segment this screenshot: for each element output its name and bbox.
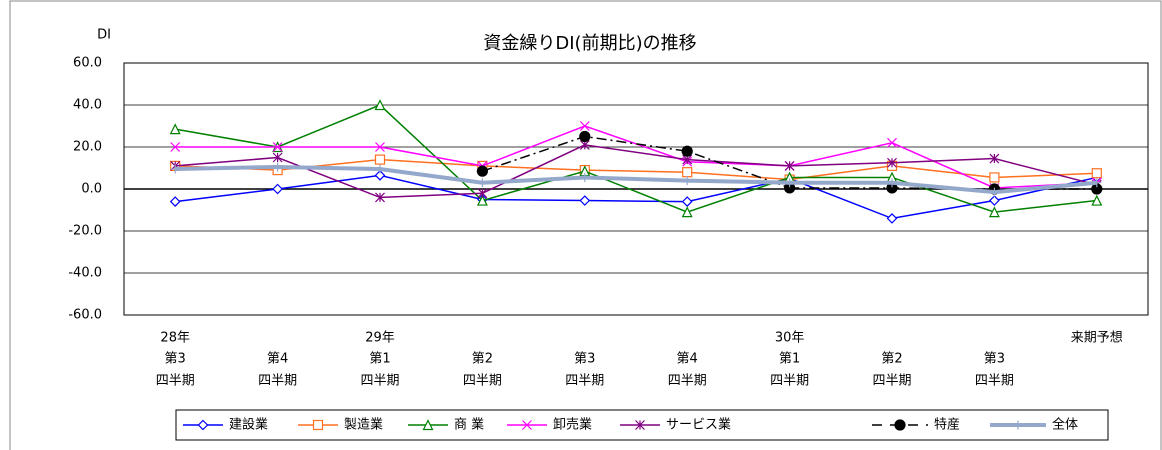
- marker: [374, 170, 386, 181]
- x-tick-label: 第2: [472, 352, 493, 367]
- y-tick-label: -60.0: [68, 308, 102, 323]
- legend-label: サービス業: [666, 417, 731, 433]
- marker: [579, 195, 591, 206]
- legend-label: 全体: [1052, 417, 1078, 433]
- marker: [887, 178, 897, 188]
- marker: [477, 188, 488, 199]
- x-tick-label: 29年: [365, 331, 395, 346]
- marker: [784, 160, 795, 171]
- x-tick-label: 第4: [677, 352, 698, 367]
- legend-label: 建設業: [229, 417, 268, 433]
- y-tick-label: 0.0: [81, 182, 102, 197]
- marker: [682, 167, 693, 178]
- y-tick-label: 40.0: [73, 98, 102, 113]
- marker: [579, 121, 590, 131]
- marker: [988, 206, 1000, 218]
- marker: [476, 194, 488, 206]
- y-tick-label: -20.0: [68, 224, 102, 239]
- series-line: [175, 104, 1097, 213]
- x-tick-label: 第1: [369, 352, 390, 367]
- marker: [422, 419, 434, 431]
- marker: [170, 164, 180, 174]
- marker: [1091, 194, 1103, 206]
- x-tick-label: 28年: [160, 331, 190, 346]
- series-line: [175, 174, 1097, 220]
- marker: [681, 196, 693, 207]
- y-tick-label: 20.0: [73, 140, 102, 155]
- marker: [272, 152, 283, 163]
- marker: [989, 187, 999, 197]
- marker: [476, 165, 488, 177]
- marker: [989, 195, 1000, 206]
- marker: [374, 99, 386, 111]
- marker: [681, 145, 693, 157]
- legend-label: 卸売業: [553, 417, 592, 433]
- marker: [635, 420, 645, 430]
- x-tick-label: 第1: [779, 352, 800, 367]
- series-line: [175, 125, 1097, 189]
- marker: [886, 213, 898, 224]
- x-tick-label: 30年: [775, 331, 805, 346]
- marker: [1013, 420, 1023, 430]
- x-tick-label: 四半期: [360, 374, 399, 389]
- marker: [477, 178, 487, 188]
- x-tick-label: 四半期: [258, 374, 297, 389]
- x-tick-label: 第3: [984, 352, 1005, 367]
- marker: [682, 176, 692, 186]
- marker: [169, 123, 181, 135]
- marker: [272, 142, 283, 152]
- marker: [989, 172, 1000, 183]
- marker: [375, 192, 385, 203]
- x-tick-label: 四半期: [463, 374, 502, 389]
- series-line: [175, 164, 1097, 195]
- marker: [522, 420, 532, 430]
- marker: [887, 157, 897, 168]
- y-tick-label: 60.0: [73, 56, 102, 71]
- marker: [989, 153, 1000, 164]
- marker: [197, 419, 209, 431]
- marker: [375, 164, 385, 174]
- legend-label: 特産: [934, 417, 960, 433]
- x-tick-label: 四半期: [565, 374, 604, 389]
- y-axis-label: DI: [97, 28, 111, 43]
- x-tick-label: 四半期: [770, 374, 809, 389]
- y-tick-label: -40.0: [68, 266, 102, 281]
- chart-frame: [9, 0, 1162, 450]
- x-tick-label: 来期予想: [1071, 330, 1123, 346]
- marker: [681, 206, 693, 218]
- marker: [894, 419, 906, 431]
- marker: [169, 196, 181, 207]
- legend-label: 製造業: [344, 417, 383, 433]
- x-tick-label: 第3: [165, 352, 186, 367]
- series-line: [175, 158, 1097, 181]
- marker: [312, 419, 324, 431]
- marker: [273, 162, 283, 172]
- marker: [785, 178, 795, 188]
- x-tick-label: 第3: [574, 352, 595, 367]
- marker: [1092, 178, 1102, 188]
- x-tick-label: 四半期: [668, 374, 707, 389]
- legend-label: 商 業: [454, 417, 484, 433]
- x-tick-label: 四半期: [872, 374, 911, 389]
- x-tick-label: 四半期: [975, 374, 1014, 389]
- marker: [887, 137, 897, 148]
- chart-title: 資金繰りDI(前期比)の推移: [483, 33, 696, 54]
- marker: [272, 183, 283, 195]
- x-tick-label: 第4: [267, 352, 288, 367]
- marker: [375, 142, 385, 152]
- marker: [579, 130, 591, 143]
- marker: [374, 154, 386, 165]
- marker: [580, 172, 590, 182]
- marker: [170, 142, 181, 152]
- x-tick-label: 四半期: [156, 374, 195, 389]
- marker: [1091, 168, 1102, 179]
- series-line: [175, 144, 1097, 199]
- x-tick-label: 第2: [881, 352, 902, 367]
